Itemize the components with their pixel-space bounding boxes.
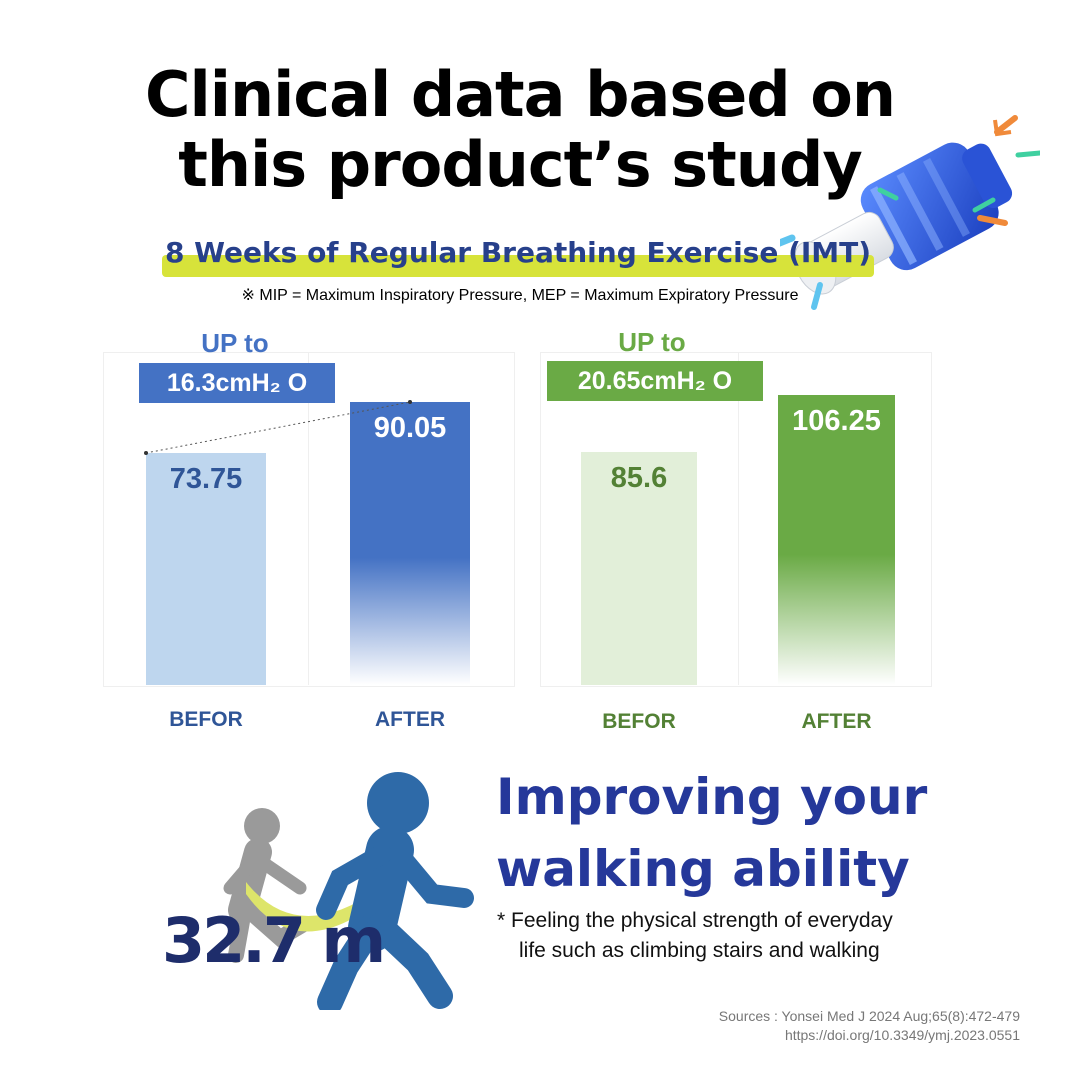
- chart-divider-left: [308, 352, 309, 685]
- source-citation: Sources : Yonsei Med J 2024 Aug;65(8):47…: [718, 1008, 1020, 1024]
- page-title-line2: this product’s study: [178, 128, 863, 201]
- bar-after-right: [778, 395, 895, 685]
- walking-headline-line1: Improving your: [496, 768, 928, 826]
- walking-person-gray-icon: [223, 808, 310, 963]
- walking-distance-value: 32.7 m: [162, 904, 386, 977]
- bar-before-right: [581, 452, 697, 685]
- value-label-after-right: 106.25: [792, 405, 881, 437]
- abbreviation-note: ※ MIP = Maximum Inspiratory Pressure, ME…: [241, 287, 799, 304]
- up-to-label-right: UP to: [618, 327, 686, 357]
- walking-description-line2: life such as climbing stairs and walking: [519, 939, 880, 962]
- connector-line-0: [145, 401, 411, 454]
- increase-badge-right: 20.65cmH₂ O: [547, 361, 763, 401]
- walking-illustration: [223, 772, 474, 1010]
- subtitle-highlight: [162, 255, 874, 277]
- x-label-before-left: BEFOR: [169, 708, 243, 731]
- walking-headline-line2: walking ability: [496, 840, 910, 898]
- x-label-before-right: BEFOR: [602, 710, 676, 733]
- value-label-after-left: 90.05: [373, 412, 447, 444]
- walking-person-blue-icon: [316, 772, 474, 1010]
- increase-badge-left: 16.3cmH₂ O: [139, 363, 335, 403]
- x-label-after-left: AFTER: [375, 708, 445, 731]
- bar-after-left: [350, 402, 470, 685]
- value-label-before-right: 85.6: [610, 462, 668, 494]
- chart-divider-right: [738, 352, 739, 685]
- up-to-label-left: UP to: [201, 328, 269, 358]
- connector-dot-0-1: [408, 400, 412, 404]
- curved-arrow-icon: [246, 868, 412, 932]
- connector-dot-0-0: [144, 451, 148, 455]
- x-label-after-right: AFTER: [801, 710, 872, 733]
- source-doi: https://doi.org/10.3349/ymj.2023.0551: [784, 1027, 1020, 1043]
- page-title-line1: Clinical data based on: [145, 58, 896, 131]
- walking-description-line1: * Feeling the physical strength of every…: [497, 909, 893, 932]
- bar-before-left: [146, 453, 266, 685]
- subtitle: 8 Weeks of Regular Breathing Exercise (I…: [164, 236, 872, 269]
- value-label-before-left: 73.75: [169, 463, 243, 495]
